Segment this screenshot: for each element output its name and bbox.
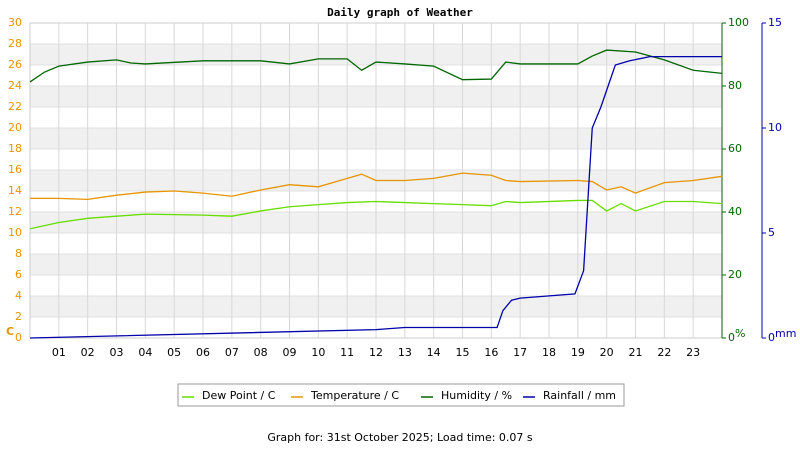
x-tick-label: 09: [283, 346, 297, 359]
y-tick-label: 0: [728, 331, 735, 344]
y-tick-label: 18: [8, 142, 22, 155]
x-tick-label: 05: [167, 346, 181, 359]
x-tick-label: 23: [686, 346, 700, 359]
x-tick-label: 21: [629, 346, 643, 359]
x-tick-label: 11: [340, 346, 354, 359]
y-axis-label: mm: [775, 327, 796, 340]
y-tick-label: 22: [8, 100, 22, 113]
y-tick-label: 0: [15, 331, 22, 344]
legend-label: Temperature / C: [310, 389, 399, 402]
x-tick-label: 01: [52, 346, 66, 359]
x-tick-label: 18: [542, 346, 556, 359]
x-tick-label: 07: [225, 346, 239, 359]
y-axis-label: %: [735, 327, 745, 340]
y-tick-label: 100: [728, 16, 749, 29]
y-tick-label: 80: [728, 79, 742, 92]
x-tick-label: 04: [138, 346, 152, 359]
y-tick-label: 16: [8, 163, 22, 176]
x-tick-label: 03: [110, 346, 124, 359]
x-tick-label: 19: [571, 346, 585, 359]
chart-title: Daily graph of Weather: [327, 6, 473, 19]
x-tick-label: 20: [600, 346, 614, 359]
x-tick-label: 17: [513, 346, 527, 359]
x-tick-label: 12: [369, 346, 383, 359]
x-tick-label: 08: [254, 346, 268, 359]
y-tick-label: 12: [8, 205, 22, 218]
y-tick-label: 2: [15, 310, 22, 323]
x-tick-label: 16: [484, 346, 498, 359]
x-tick-label: 22: [657, 346, 671, 359]
series-line: [29, 55, 722, 339]
y-tick-label: 8: [15, 247, 22, 260]
x-tick-label: 06: [196, 346, 210, 359]
legend-label: Dew Point / C: [202, 389, 276, 402]
y-axis-label: C: [6, 325, 14, 338]
y-tick-label: 0: [768, 331, 775, 344]
legend-label: Rainfall / mm: [543, 389, 616, 402]
x-tick-label: 10: [311, 346, 325, 359]
x-tick-label: 14: [427, 346, 441, 359]
y-tick-label: 10: [768, 121, 782, 134]
y-tick-label: 5: [768, 226, 775, 239]
y-tick-label: 26: [8, 58, 22, 71]
y-tick-label: 20: [8, 121, 22, 134]
y-tick-label: 30: [8, 16, 22, 29]
series-line: [30, 172, 723, 201]
x-tick-label: 15: [456, 346, 470, 359]
y-tick-label: 28: [8, 37, 22, 50]
x-tick-label: 02: [81, 346, 95, 359]
y-tick-label: 20: [728, 268, 742, 281]
y-tick-label: 24: [8, 79, 22, 92]
y-tick-label: 10: [8, 226, 22, 239]
legend-box: [177, 383, 625, 407]
series-line: [29, 199, 723, 230]
x-tick-label: 13: [398, 346, 412, 359]
y-tick-label: 60: [728, 142, 742, 155]
y-tick-label: 15: [768, 16, 782, 29]
y-tick-label: 14: [8, 184, 22, 197]
y-tick-label: 40: [728, 205, 742, 218]
y-tick-label: 6: [15, 268, 22, 281]
y-tick-label: 4: [15, 289, 22, 302]
footer: Graph for: 31st October 2025; Load time:…: [267, 431, 533, 444]
series-line: [29, 49, 723, 83]
legend-label: Humidity / %: [441, 389, 512, 402]
